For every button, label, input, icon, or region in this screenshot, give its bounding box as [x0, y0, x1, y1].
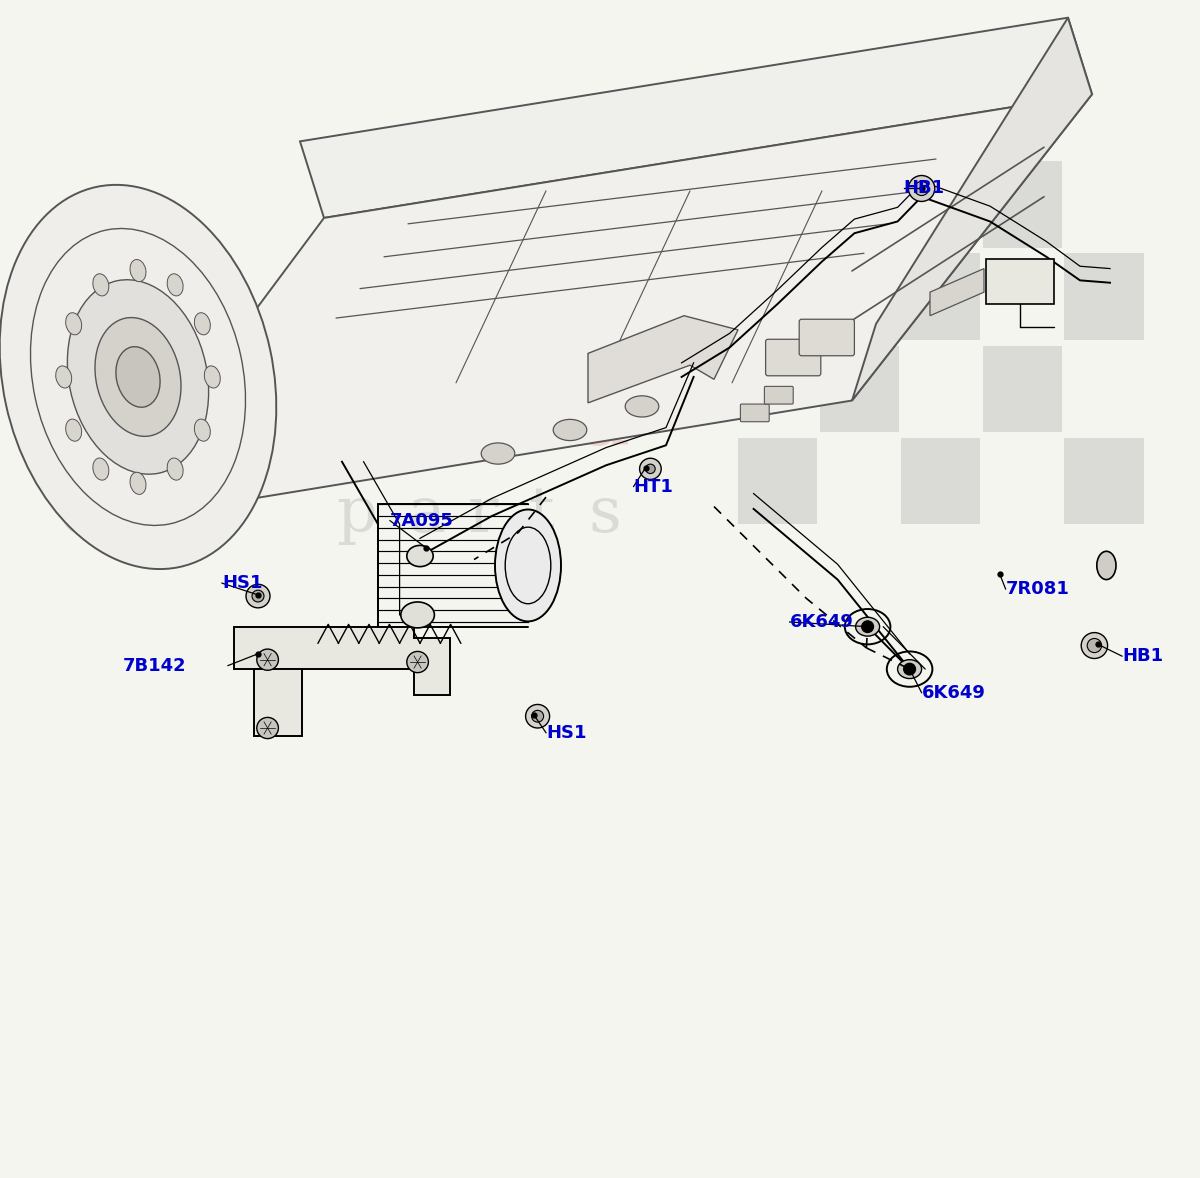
FancyBboxPatch shape: [764, 386, 793, 404]
FancyBboxPatch shape: [740, 404, 769, 422]
Text: a: a: [132, 484, 170, 545]
Circle shape: [257, 649, 278, 670]
Text: 6K649: 6K649: [790, 613, 853, 631]
Text: s: s: [588, 484, 620, 545]
Circle shape: [646, 464, 655, 474]
Circle shape: [640, 458, 661, 479]
Text: c: c: [60, 484, 96, 545]
Circle shape: [526, 704, 550, 728]
Text: S: S: [72, 364, 144, 468]
Ellipse shape: [204, 366, 221, 388]
FancyBboxPatch shape: [983, 345, 1062, 432]
Ellipse shape: [66, 419, 82, 442]
Ellipse shape: [898, 660, 922, 679]
Polygon shape: [852, 18, 1092, 401]
Polygon shape: [96, 94, 1092, 524]
FancyBboxPatch shape: [799, 319, 854, 356]
Text: i: i: [516, 376, 545, 464]
Polygon shape: [234, 627, 450, 695]
Circle shape: [246, 584, 270, 608]
Text: r: r: [456, 376, 499, 464]
Ellipse shape: [496, 509, 562, 622]
Text: HS1: HS1: [546, 723, 587, 742]
FancyBboxPatch shape: [983, 161, 1062, 247]
FancyBboxPatch shape: [820, 345, 899, 432]
Ellipse shape: [55, 366, 72, 388]
Ellipse shape: [92, 458, 109, 481]
Polygon shape: [986, 259, 1054, 304]
Circle shape: [257, 717, 278, 739]
Ellipse shape: [194, 419, 210, 442]
Text: d: d: [300, 376, 359, 464]
Ellipse shape: [116, 346, 160, 408]
Text: HB1: HB1: [904, 179, 944, 198]
Polygon shape: [254, 669, 302, 736]
Ellipse shape: [625, 396, 659, 417]
Text: e: e: [384, 376, 438, 464]
Ellipse shape: [481, 443, 515, 464]
Circle shape: [1081, 633, 1108, 659]
Text: p: p: [336, 484, 377, 545]
Ellipse shape: [167, 273, 184, 296]
Text: HS1: HS1: [222, 574, 263, 593]
Circle shape: [904, 663, 916, 675]
Circle shape: [908, 176, 935, 201]
Circle shape: [862, 621, 874, 633]
Ellipse shape: [67, 279, 209, 475]
Ellipse shape: [167, 458, 184, 481]
Text: HT1: HT1: [634, 477, 673, 496]
Text: 7R081: 7R081: [1006, 580, 1069, 598]
FancyBboxPatch shape: [738, 438, 817, 524]
Text: a: a: [408, 484, 446, 545]
Polygon shape: [588, 316, 738, 403]
Ellipse shape: [130, 259, 146, 282]
Circle shape: [1087, 638, 1102, 653]
Text: u: u: [228, 376, 287, 464]
Circle shape: [407, 651, 428, 673]
Ellipse shape: [66, 312, 82, 335]
Polygon shape: [300, 18, 1092, 218]
Ellipse shape: [194, 312, 210, 335]
Ellipse shape: [913, 183, 930, 194]
Text: 7B142: 7B142: [122, 656, 186, 675]
FancyBboxPatch shape: [1064, 438, 1144, 524]
FancyBboxPatch shape: [766, 339, 821, 376]
Ellipse shape: [130, 472, 146, 495]
Ellipse shape: [92, 273, 109, 296]
Text: c: c: [156, 376, 208, 464]
Circle shape: [532, 710, 544, 722]
Circle shape: [252, 590, 264, 602]
Text: r: r: [204, 484, 234, 545]
FancyBboxPatch shape: [901, 253, 980, 340]
Text: a: a: [576, 376, 631, 464]
Ellipse shape: [0, 185, 276, 569]
Text: r: r: [468, 484, 498, 545]
Ellipse shape: [856, 617, 880, 636]
FancyBboxPatch shape: [901, 438, 980, 524]
Text: 6K649: 6K649: [922, 683, 985, 702]
Ellipse shape: [1097, 551, 1116, 580]
Ellipse shape: [407, 545, 433, 567]
Text: 7A095: 7A095: [390, 511, 454, 530]
Ellipse shape: [95, 318, 181, 436]
Text: t: t: [528, 484, 553, 545]
FancyBboxPatch shape: [820, 161, 899, 247]
Text: HB1: HB1: [1122, 647, 1163, 666]
Circle shape: [914, 181, 929, 196]
Ellipse shape: [553, 419, 587, 441]
FancyBboxPatch shape: [1064, 253, 1144, 340]
Ellipse shape: [401, 602, 434, 628]
FancyBboxPatch shape: [738, 253, 817, 340]
Polygon shape: [930, 269, 984, 316]
